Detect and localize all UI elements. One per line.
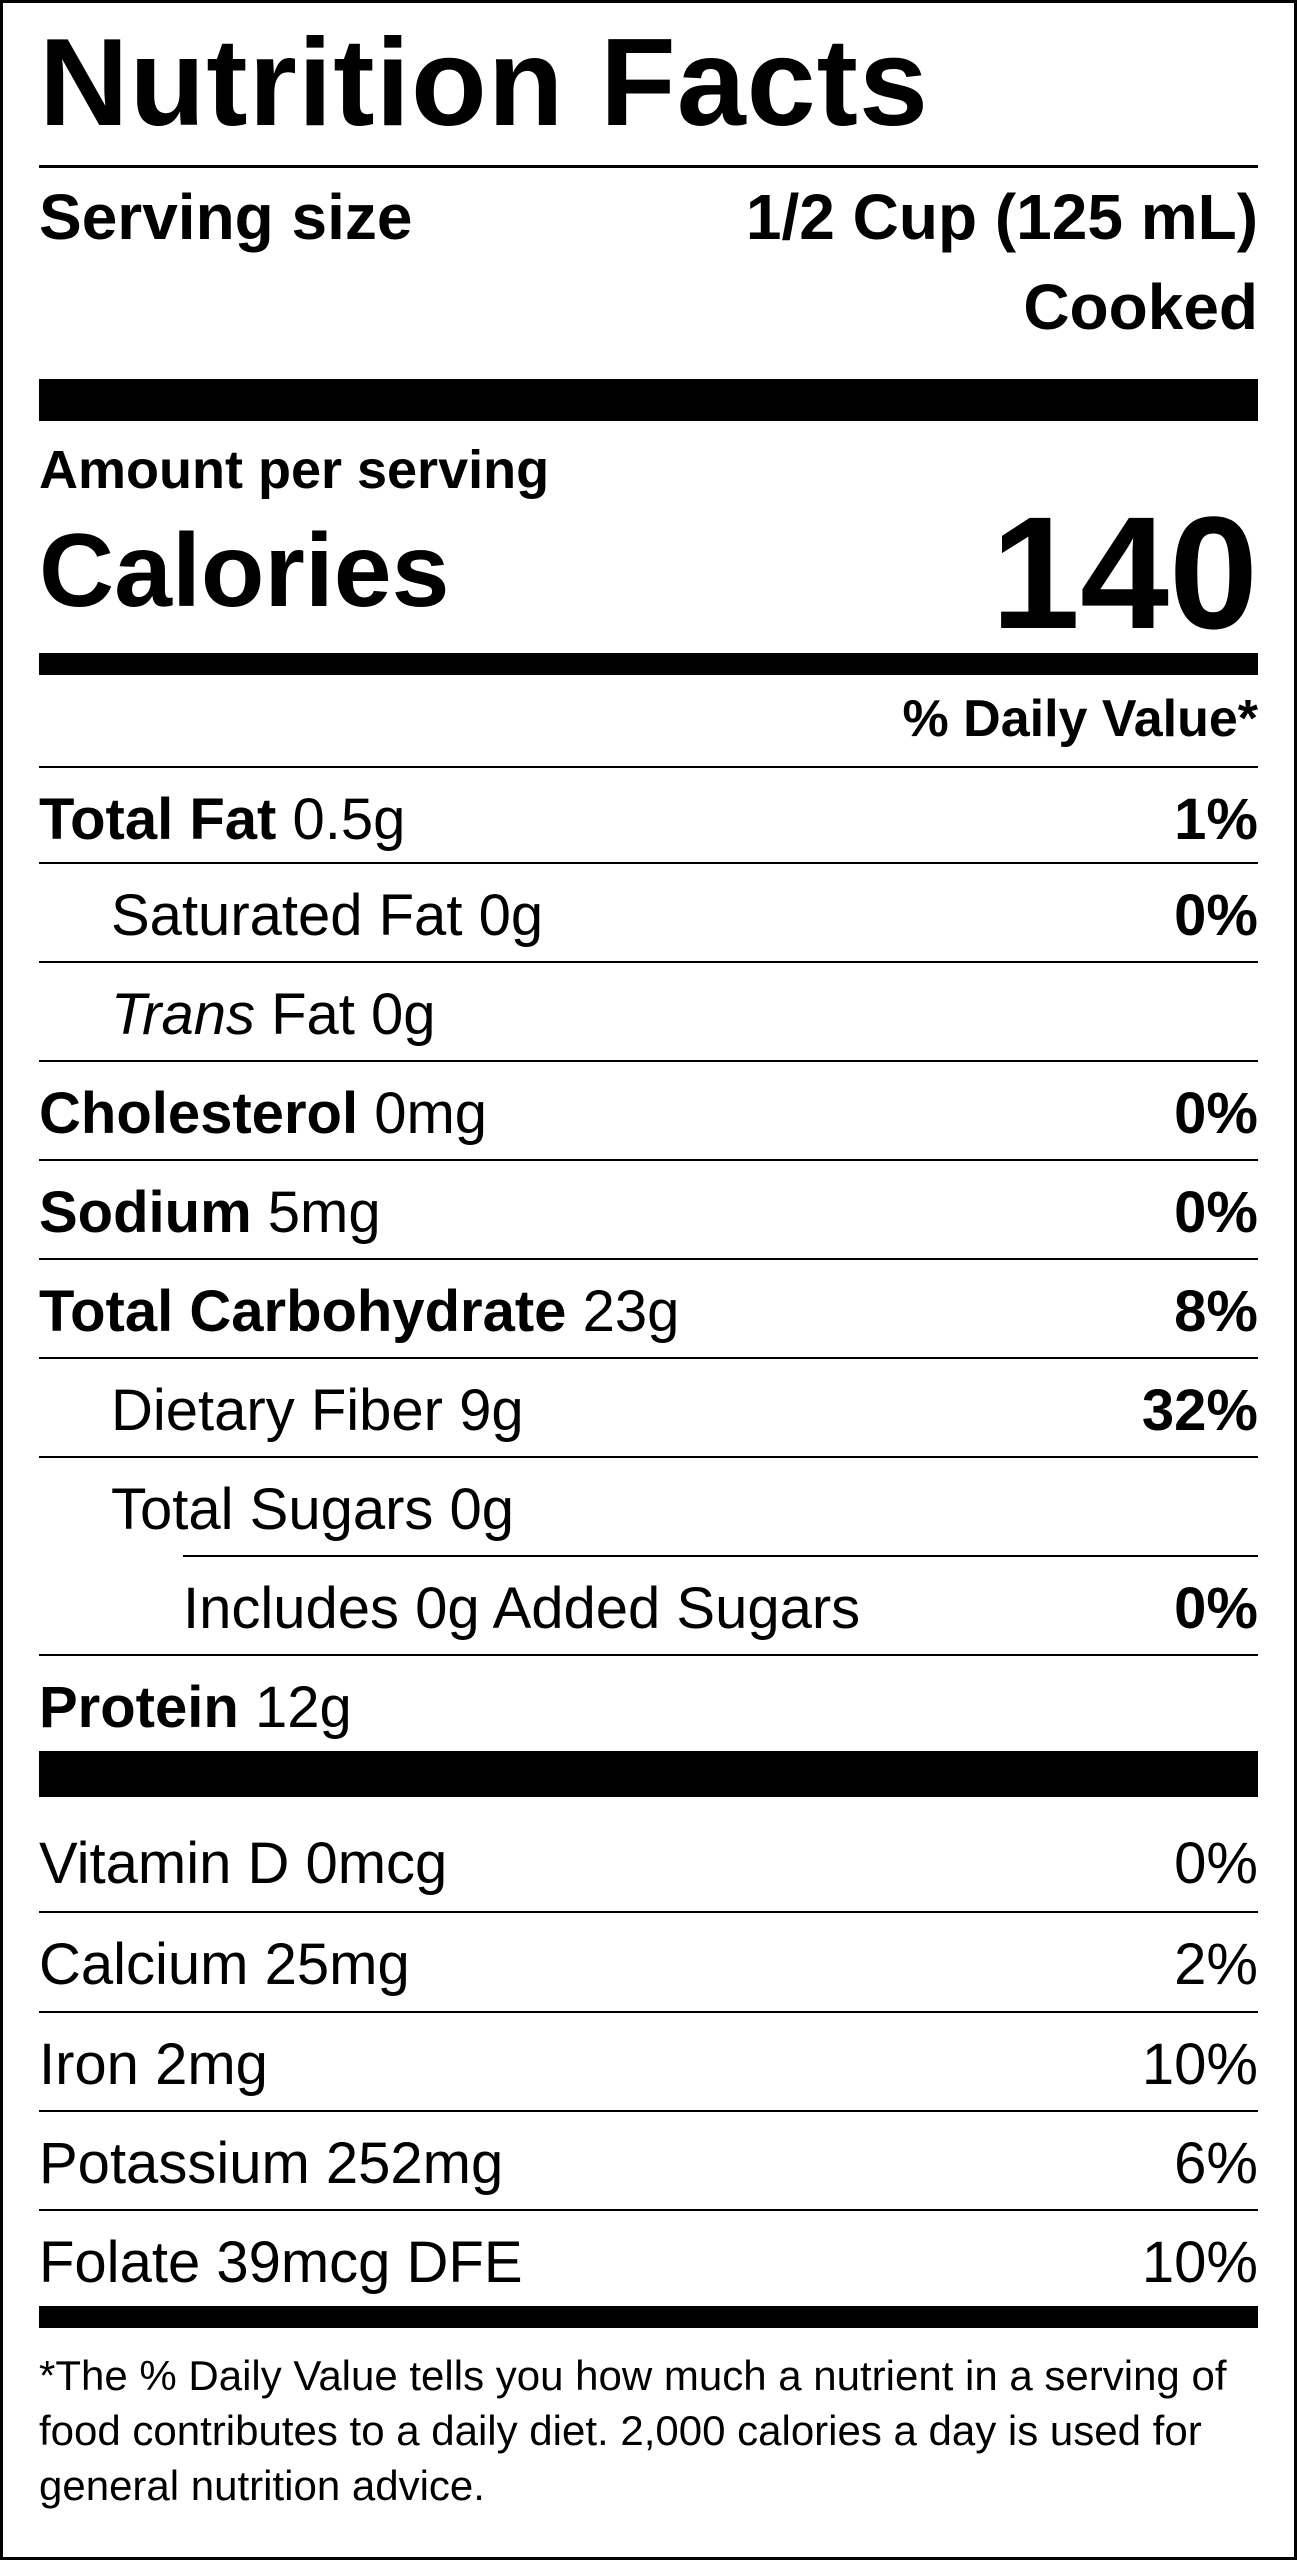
calories-value: 140 xyxy=(991,483,1258,662)
serving-size-value: 1/2 Cup (125 mL) xyxy=(745,181,1258,253)
nutrient-dv: 0% xyxy=(1174,1180,1258,1245)
vitamin-row-calcium: Calcium 25mg 2% xyxy=(39,1913,1258,2012)
vitamin-name: Potassium xyxy=(39,2131,310,2196)
vitamin-dv: 10% xyxy=(1141,2230,1258,2295)
nutrient-amount: 0mg xyxy=(374,1081,488,1146)
nutrient-name: Protein xyxy=(39,1675,239,1740)
divider-thin xyxy=(39,1159,1258,1161)
divider-thin xyxy=(39,766,1258,768)
nutrient-dv: 0% xyxy=(1174,1576,1258,1641)
nutrient-amount: 5mg xyxy=(267,1180,381,1245)
vitamin-amount: 25mg xyxy=(264,1932,410,1997)
nutrient-name: Dietary Fiber xyxy=(111,1378,443,1443)
nutrient-dv: 32% xyxy=(1141,1378,1258,1443)
nutrient-row-dietary-fiber: Dietary Fiber 9g 32% xyxy=(39,1359,1258,1458)
vitamin-row-folate: Folate 39mcg DFE 10% xyxy=(39,2211,1258,2310)
divider-thin xyxy=(39,961,1258,963)
nutrient-name: Trans xyxy=(111,982,255,1047)
vitamin-dv: 0% xyxy=(1174,1831,1258,1896)
nutrient-name: Total Fat xyxy=(39,787,277,852)
vitamin-amount: 39mcg DFE xyxy=(216,2230,523,2295)
vitamin-name: Iron xyxy=(39,2032,139,2097)
calories-label: Calories xyxy=(39,513,450,629)
nutrient-name-suffix: Fat xyxy=(271,982,355,1047)
vitamin-dv: 6% xyxy=(1174,2131,1258,2196)
nutrient-name: Sodium xyxy=(39,1180,252,1245)
nutrient-row-added-sugars: Includes 0g Added Sugars 0% xyxy=(39,1557,1258,1656)
nutrient-row-trans-fat: Trans Fat 0g xyxy=(39,963,1258,1062)
amount-per-serving: Amount per serving xyxy=(39,440,550,500)
nutrient-amount: 0g xyxy=(478,883,544,948)
divider-thin xyxy=(39,1911,1258,1913)
divider-thin xyxy=(39,2209,1258,2211)
label-title: Nutrition Facts xyxy=(39,14,929,152)
divider-thin xyxy=(39,1456,1258,1458)
nutrient-dv: 0% xyxy=(1174,883,1258,948)
divider-thin xyxy=(39,1654,1258,1656)
nutrient-row-saturated-fat: Saturated Fat 0g 0% xyxy=(39,864,1258,963)
nutrient-amount: 23g xyxy=(582,1279,680,1344)
nutrient-row-cholesterol: Cholesterol 0mg 0% xyxy=(39,1062,1258,1161)
nutrient-name: Includes 0g Added Sugars xyxy=(183,1576,861,1641)
serving-size-label: Serving size xyxy=(39,181,413,253)
vitamin-row-vitamin-d: Vitamin D 0mcg 0% xyxy=(39,1812,1258,1911)
divider-thin xyxy=(39,2110,1258,2112)
serving-size-note: Cooked xyxy=(1023,271,1258,343)
vitamin-amount: 252mg xyxy=(325,2131,504,2196)
vitamin-row-potassium: Potassium 252mg 6% xyxy=(39,2112,1258,2211)
nutrient-amount: 9g xyxy=(459,1378,524,1443)
divider-thin xyxy=(39,1357,1258,1359)
daily-value-header: % Daily Value* xyxy=(902,690,1258,748)
vitamin-dv: 10% xyxy=(1141,2032,1258,2097)
vitamin-amount: 2mg xyxy=(155,2032,268,2097)
vitamin-row-iron: Iron 2mg 10% xyxy=(39,2013,1258,2112)
nutrient-dv: 0% xyxy=(1174,1081,1258,1146)
divider-thin xyxy=(39,165,1258,168)
nutrient-dv: 1% xyxy=(1174,787,1258,852)
nutrient-amount: 0g xyxy=(371,982,436,1047)
nutrient-row-protein: Protein 12g xyxy=(39,1656,1258,1755)
divider-thick xyxy=(39,1751,1258,1797)
vitamin-name: Folate xyxy=(39,2230,201,2295)
divider-thin xyxy=(39,1258,1258,1260)
divider-thin xyxy=(39,2011,1258,2013)
nutrient-name: Saturated Fat xyxy=(111,883,463,948)
nutrient-name: Total Sugars xyxy=(111,1477,434,1542)
divider-thick xyxy=(39,379,1258,421)
nutrient-name: Total Carbohydrate xyxy=(39,1279,567,1344)
divider-medium xyxy=(39,653,1258,675)
footnote: *The % Daily Value tells you how much a … xyxy=(39,2352,1227,2509)
nutrient-row-total-carbohydrate: Total Carbohydrate 23g 8% xyxy=(39,1260,1258,1359)
vitamin-name: Calcium xyxy=(39,1932,249,1997)
nutrient-row-total-sugars: Total Sugars 0g xyxy=(39,1458,1258,1557)
divider-medium xyxy=(39,2306,1258,2328)
nutrient-dv: 8% xyxy=(1174,1279,1258,1344)
nutrient-amount: 12g xyxy=(254,1675,352,1740)
nutrient-amount: 0g xyxy=(449,1477,515,1542)
nutrient-row-sodium: Sodium 5mg 0% xyxy=(39,1161,1258,1260)
nutrient-name: Cholesterol xyxy=(39,1081,359,1146)
nutrient-row-total-fat: Total Fat 0.5g 1% xyxy=(39,768,1258,867)
vitamin-amount: 0mcg xyxy=(305,1831,448,1896)
vitamin-dv: 2% xyxy=(1174,1932,1258,1997)
vitamin-name: Vitamin D xyxy=(39,1831,290,1896)
nutrient-amount: 0.5g xyxy=(292,787,406,852)
divider-thin xyxy=(39,862,1258,864)
divider-thin-indented xyxy=(183,1555,1258,1557)
divider-thin xyxy=(39,1060,1258,1062)
